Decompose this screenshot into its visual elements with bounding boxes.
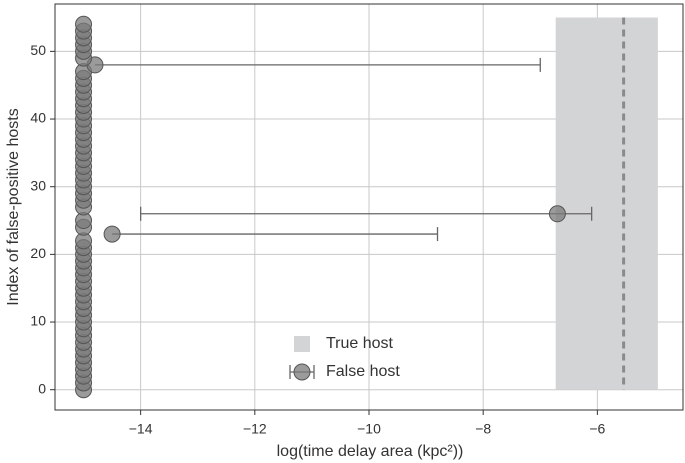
y-axis-label: Index of false-positive hosts <box>5 108 22 305</box>
x-tick-label: −10 <box>357 421 381 437</box>
x-tick-label: −14 <box>129 421 153 437</box>
legend-label: True host <box>326 335 394 352</box>
y-tick-label: 30 <box>30 177 46 193</box>
y-tick-label: 0 <box>38 380 46 396</box>
x-tick-label: −8 <box>475 421 491 437</box>
legend-label: False host <box>326 363 400 380</box>
y-tick-label: 50 <box>30 42 46 58</box>
x-tick-label: −6 <box>589 421 605 437</box>
legend-marker <box>293 363 311 381</box>
point <box>75 15 93 33</box>
true-host-band <box>555 17 658 390</box>
y-tick-label: 20 <box>30 245 46 261</box>
y-tick-label: 10 <box>30 313 46 329</box>
x-axis-label: log(time delay area (kpc²)) <box>277 443 464 460</box>
point <box>103 225 121 243</box>
point <box>548 205 566 223</box>
plot-frame <box>54 3 684 411</box>
y-tick-label: 40 <box>30 110 46 126</box>
legend-swatch <box>294 336 310 352</box>
x-tick-label: −12 <box>243 421 267 437</box>
